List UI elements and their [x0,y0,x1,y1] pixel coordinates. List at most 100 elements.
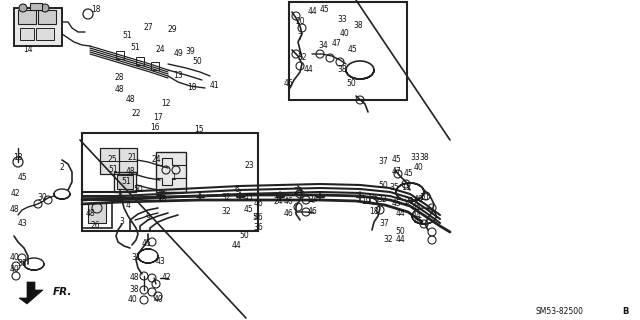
Text: 38: 38 [419,154,429,163]
Text: 37: 37 [378,157,388,166]
Text: 40: 40 [9,266,19,275]
Text: 36: 36 [253,223,263,233]
Text: 30: 30 [37,194,47,203]
Text: 11: 11 [401,183,411,193]
Bar [30,3,42,10]
Text: 6: 6 [235,186,239,195]
Text: 44: 44 [395,210,405,219]
Text: 46: 46 [253,213,263,222]
Bar [36,28,54,40]
Text: B: B [622,308,628,316]
Text: 40: 40 [127,295,137,305]
Text: 24: 24 [308,196,318,204]
Text: 45: 45 [411,204,421,212]
Text: 48: 48 [114,85,124,94]
Bar [82,198,112,228]
Text: SM53-82500: SM53-82500 [535,308,583,316]
Circle shape [41,4,49,12]
Text: 40: 40 [153,295,163,305]
Text: 46: 46 [284,79,294,89]
Text: 17: 17 [153,114,163,123]
Text: 49: 49 [173,50,183,59]
Text: 16: 16 [150,124,160,132]
Text: 48: 48 [125,167,135,177]
Text: 24: 24 [293,188,303,196]
Text: 12: 12 [161,100,171,108]
Text: 33: 33 [410,154,420,163]
Text: 43: 43 [155,258,165,267]
Text: 44: 44 [303,66,313,75]
Text: 50: 50 [378,181,388,190]
Text: 1: 1 [172,173,177,182]
Text: 4: 4 [125,202,131,211]
Text: 2: 2 [60,164,65,172]
Text: 18: 18 [157,196,167,204]
Text: 37: 37 [379,220,389,228]
Text: FR.: FR. [53,287,72,297]
Bar [18,10,36,24]
Text: 38: 38 [353,21,363,30]
Text: 48: 48 [9,205,19,214]
Text: 7: 7 [298,34,303,43]
Text: 40: 40 [414,196,424,204]
Text: 38: 38 [337,66,347,75]
Text: 28: 28 [115,74,124,83]
Text: 40: 40 [340,29,350,38]
Text: 18: 18 [369,207,379,217]
Text: 51: 51 [130,44,140,52]
Text: 48: 48 [129,274,139,283]
Text: 45: 45 [347,45,357,54]
Text: 39: 39 [185,46,195,55]
Text: 40: 40 [9,253,19,262]
Circle shape [19,4,27,12]
Text: 33: 33 [337,15,347,25]
Text: 50: 50 [239,231,249,241]
Text: 43: 43 [17,220,27,228]
Text: 46: 46 [284,197,294,206]
Text: 32: 32 [221,207,231,217]
Text: 32: 32 [297,53,307,62]
Text: 19: 19 [361,197,371,206]
Text: 32: 32 [377,196,387,204]
Text: 32: 32 [383,236,393,244]
Text: 10: 10 [419,194,429,203]
Bar [100,148,120,174]
Text: 13: 13 [173,71,183,81]
Bar [14,8,62,46]
Text: 45: 45 [243,194,253,203]
Text: 24: 24 [151,156,161,164]
Text: 22: 22 [131,109,141,118]
Text: 18: 18 [92,5,100,14]
Text: 40: 40 [414,164,424,172]
Bar [114,172,136,192]
Text: 45: 45 [413,218,423,227]
Bar [88,203,106,223]
Text: 24: 24 [273,197,283,206]
Text: 20: 20 [404,197,414,206]
Text: 44: 44 [411,212,421,220]
Text: 27: 27 [143,23,153,33]
Text: 50: 50 [133,186,143,195]
Text: 34: 34 [318,42,328,51]
Text: 46: 46 [253,199,263,209]
Text: 24: 24 [155,45,165,54]
Text: 14: 14 [23,45,33,54]
Text: 25: 25 [107,156,117,164]
Text: 50: 50 [346,79,356,89]
Bar [14,8,62,46]
Text: 44: 44 [307,7,317,17]
Text: 44: 44 [396,236,406,244]
Bar [82,133,258,231]
Text: 46: 46 [284,210,294,219]
Text: 32: 32 [221,194,231,203]
Text: 18: 18 [188,84,196,92]
Text: 48: 48 [125,95,135,105]
Text: 48: 48 [85,210,95,219]
Text: 44: 44 [231,242,241,251]
Text: 45: 45 [17,173,27,182]
Text: 45: 45 [142,239,152,249]
Bar [289,2,407,100]
Text: 45: 45 [391,156,401,164]
Text: 38: 38 [17,260,27,268]
Text: 29: 29 [167,26,177,35]
